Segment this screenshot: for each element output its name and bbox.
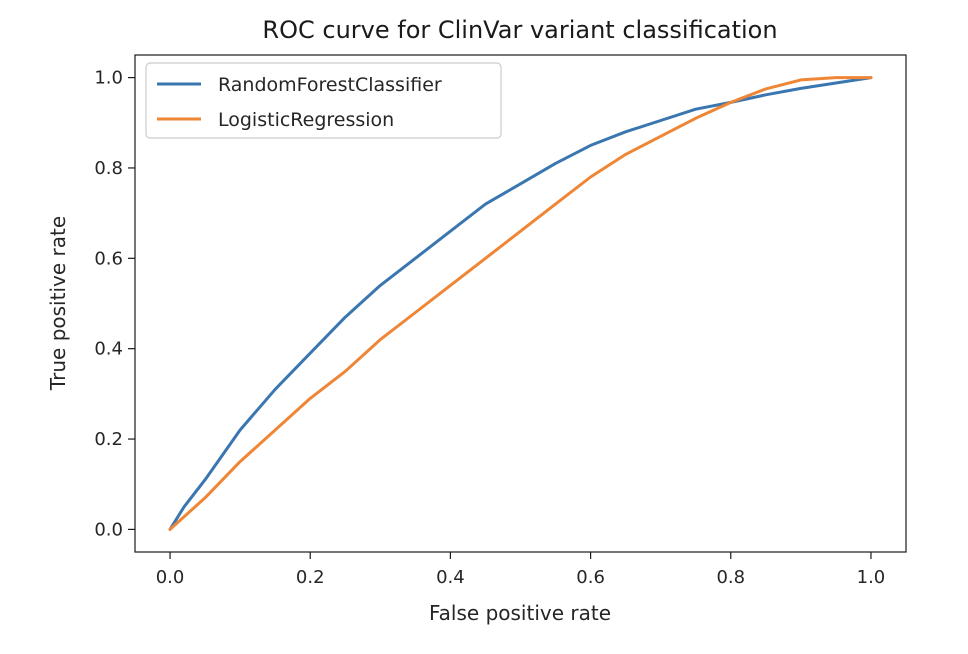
y-tick-label: 0.8 bbox=[94, 158, 123, 179]
legend-label-0: RandomForestClassifier bbox=[218, 74, 442, 96]
plot-frame bbox=[134, 54, 907, 553]
y-axis-label: True positive rate bbox=[46, 216, 70, 391]
legend-box bbox=[145, 62, 502, 139]
x-tick-label: 0.0 bbox=[156, 567, 185, 588]
x-tick-label: 0.8 bbox=[716, 567, 745, 588]
chart-title: ROC curve for ClinVar variant classifica… bbox=[262, 16, 777, 44]
y-tick-label: 1.0 bbox=[94, 68, 123, 89]
y-tick-label: 0.4 bbox=[94, 339, 123, 360]
plot-area: 0.0 0.2 0.4 0.6 0.8 1.0 0.0 0.2 0.4 0.6 0.8 1.0 Rand… bbox=[94, 54, 907, 588]
x-tick-label: 0.4 bbox=[436, 567, 465, 588]
x-tick-label: 0.6 bbox=[576, 567, 605, 588]
y-tick-label: 0.0 bbox=[94, 519, 123, 540]
legend: RandomForestClassifier LogisticRegression bbox=[145, 62, 502, 139]
y-tick-label: 0.6 bbox=[94, 248, 123, 269]
series-line-1 bbox=[168, 76, 873, 531]
series-line-0 bbox=[168, 76, 873, 531]
x-tick-label: 0.2 bbox=[296, 567, 325, 588]
x-axis-label: False positive rate bbox=[429, 601, 611, 625]
x-tick-label: 1.0 bbox=[857, 567, 886, 588]
legend-label-1: LogisticRegression bbox=[218, 109, 394, 131]
y-tick-label: 0.2 bbox=[94, 429, 123, 450]
